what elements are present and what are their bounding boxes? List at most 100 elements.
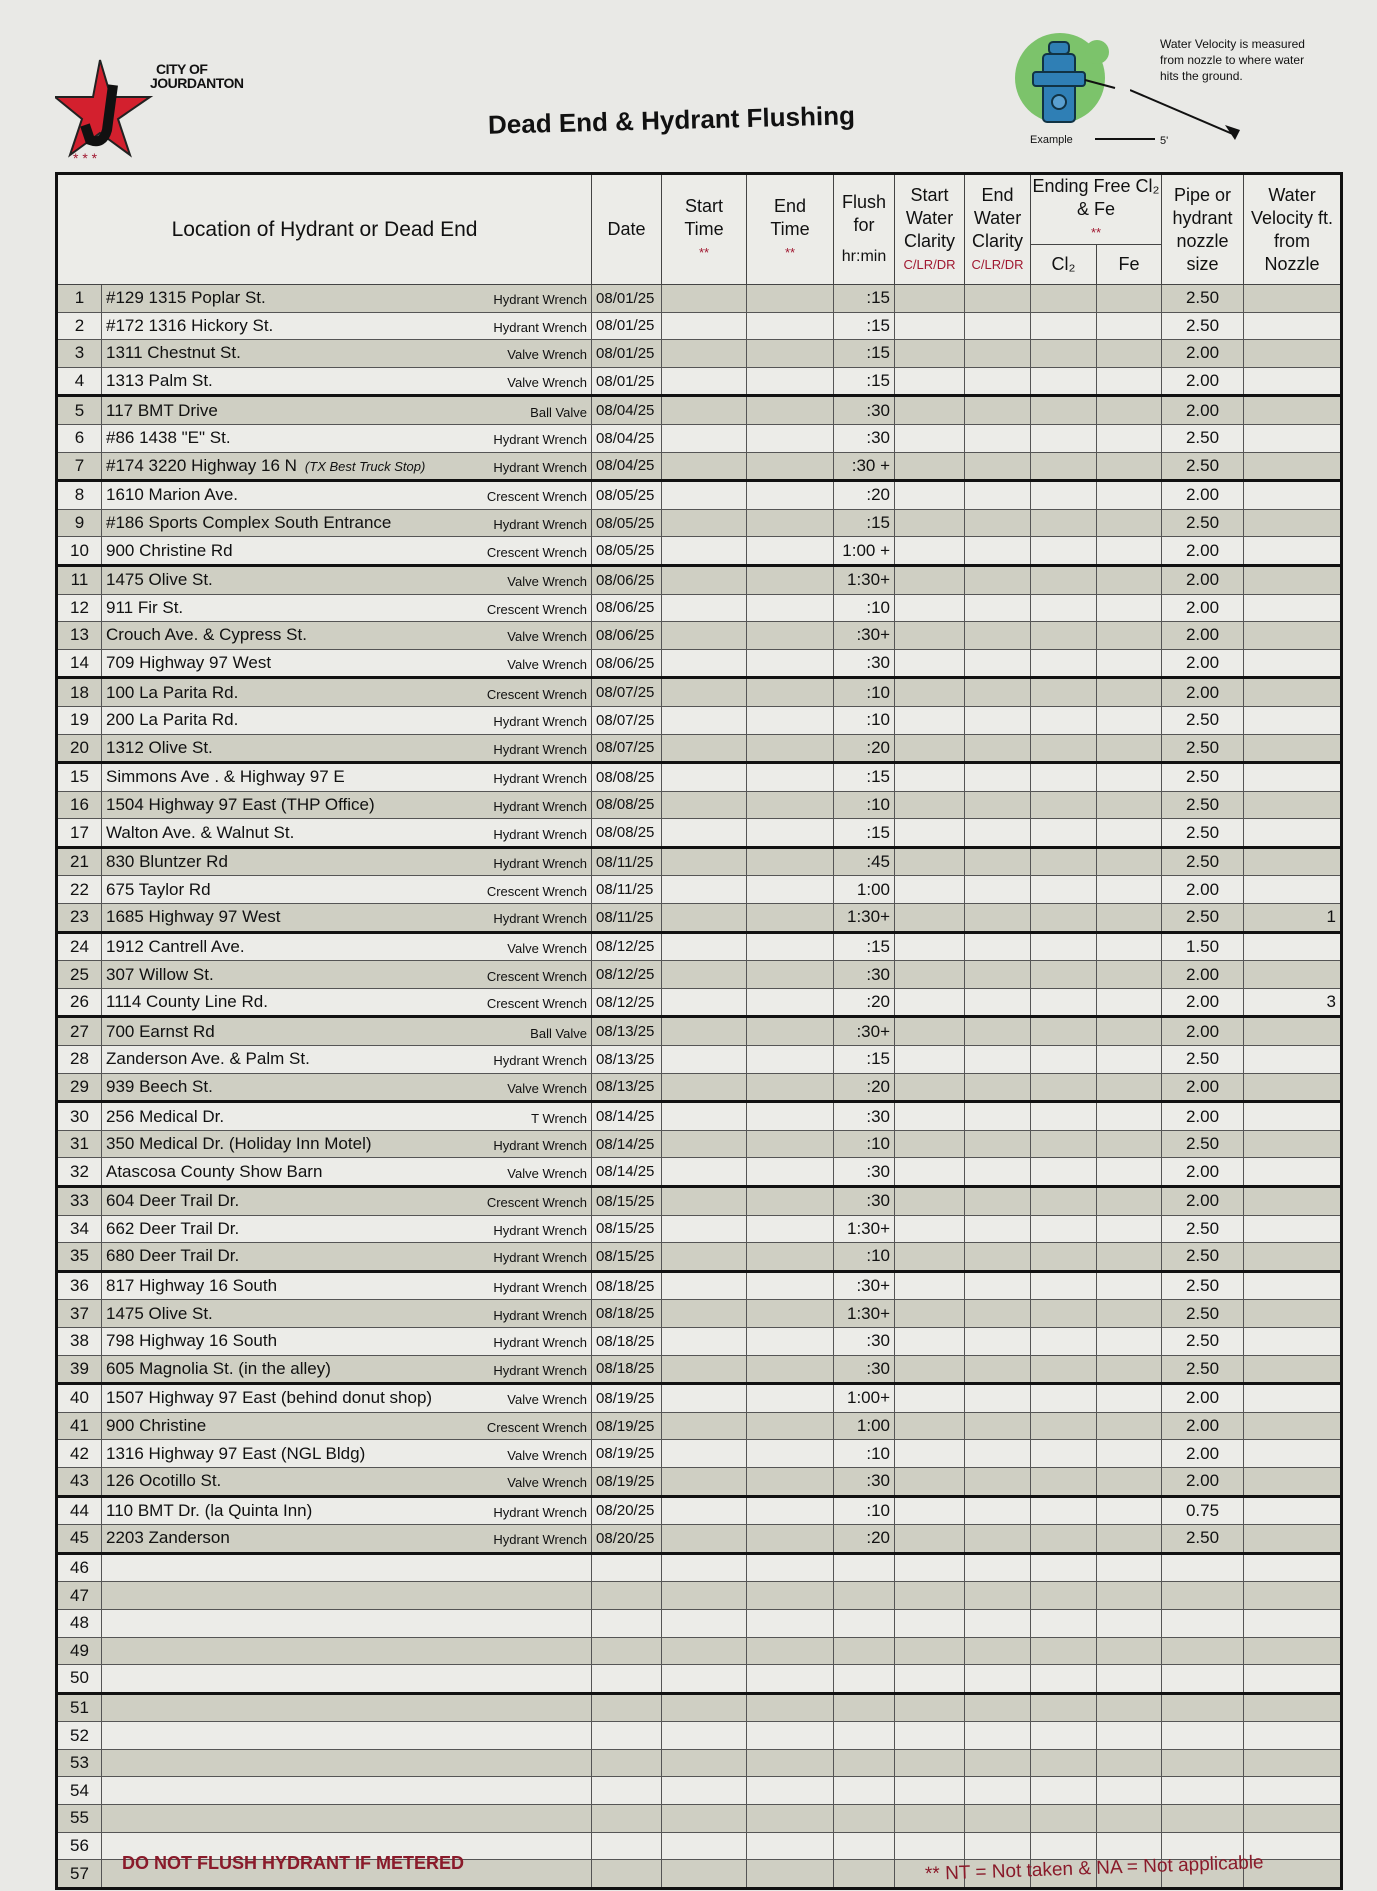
velocity-cell[interactable] <box>1243 1157 1343 1187</box>
flush-duration-cell[interactable]: :30 <box>833 1466 896 1497</box>
end-time-cell[interactable] <box>746 960 835 989</box>
date-cell[interactable]: 08/19/25 <box>591 1466 663 1497</box>
cl2-cell[interactable] <box>1030 339 1098 368</box>
start-clarity-cell[interactable] <box>894 1831 966 1861</box>
cl2-cell[interactable] <box>1030 1242 1098 1272</box>
end-time-cell[interactable] <box>746 1581 835 1610</box>
end-clarity-cell[interactable] <box>964 1326 1032 1356</box>
start-time-cell[interactable] <box>661 790 748 820</box>
cl2-cell[interactable] <box>1030 394 1098 425</box>
start-time-cell[interactable] <box>661 761 748 792</box>
end-clarity-cell[interactable] <box>964 593 1032 623</box>
start-clarity-cell[interactable] <box>894 1382 966 1413</box>
location-cell[interactable]: 1475 Olive St. Valve Wrench <box>100 563 593 595</box>
velocity-cell[interactable] <box>1243 845 1343 877</box>
end-clarity-cell[interactable] <box>964 1748 1032 1778</box>
flush-duration-cell[interactable]: :10 <box>833 790 896 820</box>
pipe-size-cell[interactable] <box>1161 1859 1245 1889</box>
start-time-cell[interactable] <box>661 875 748 905</box>
end-time-cell[interactable] <box>746 705 835 735</box>
fe-cell[interactable] <box>1096 1551 1163 1583</box>
row-number[interactable]: 43 <box>56 1466 102 1497</box>
location-cell[interactable]: 1475 Olive St. Hydrant Wrench <box>100 1299 593 1328</box>
end-time-cell[interactable] <box>746 479 835 510</box>
flush-duration-cell[interactable]: :20 <box>833 479 896 510</box>
cl2-cell[interactable] <box>1030 1045 1098 1074</box>
date-cell[interactable]: 08/14/25 <box>591 1129 663 1159</box>
pipe-size-cell[interactable]: 2.00 <box>1161 1100 1245 1131</box>
date-cell[interactable]: 08/13/25 <box>591 1045 663 1074</box>
start-time-cell[interactable] <box>661 563 748 595</box>
start-clarity-cell[interactable] <box>894 1269 966 1301</box>
start-time-cell[interactable] <box>661 479 748 510</box>
flush-duration-cell[interactable]: :30 <box>833 960 896 989</box>
row-number[interactable]: 24 <box>56 930 102 962</box>
flush-duration-cell[interactable] <box>833 1748 896 1778</box>
end-clarity-cell[interactable] <box>964 1269 1032 1301</box>
start-clarity-cell[interactable] <box>894 1691 966 1723</box>
flush-duration-cell[interactable]: :30 <box>833 1185 896 1216</box>
start-time-cell[interactable] <box>661 1129 748 1159</box>
cl2-cell[interactable] <box>1030 930 1098 962</box>
date-cell[interactable] <box>591 1776 663 1806</box>
flush-duration-cell[interactable] <box>833 1581 896 1610</box>
flush-duration-cell[interactable]: 1:30+ <box>833 563 896 595</box>
end-time-cell[interactable] <box>746 621 835 650</box>
fe-cell[interactable] <box>1096 1100 1163 1131</box>
end-clarity-cell[interactable] <box>964 1015 1032 1047</box>
end-clarity-cell[interactable] <box>964 648 1032 679</box>
end-time-cell[interactable] <box>746 508 835 538</box>
end-clarity-cell[interactable] <box>964 1299 1032 1328</box>
end-clarity-cell[interactable] <box>964 1439 1032 1468</box>
velocity-cell[interactable] <box>1243 284 1343 313</box>
cl2-cell[interactable] <box>1030 733 1098 764</box>
date-cell[interactable]: 08/14/25 <box>591 1100 663 1131</box>
row-number[interactable]: 44 <box>56 1494 102 1526</box>
end-time-cell[interactable] <box>746 1439 835 1468</box>
start-time-cell[interactable] <box>661 1664 748 1694</box>
start-clarity-cell[interactable] <box>894 479 966 510</box>
start-clarity-cell[interactable] <box>894 676 966 707</box>
pipe-size-cell[interactable] <box>1161 1691 1245 1723</box>
flush-duration-cell[interactable]: :20 <box>833 733 896 764</box>
location-cell[interactable] <box>100 1636 593 1666</box>
velocity-cell[interactable]: 3 <box>1243 987 1343 1018</box>
fe-cell[interactable] <box>1096 1804 1163 1833</box>
end-time-cell[interactable] <box>746 648 835 679</box>
location-cell[interactable]: 900 Christine Crescent Wrench <box>100 1411 593 1441</box>
fe-cell[interactable] <box>1096 1214 1163 1244</box>
start-clarity-cell[interactable] <box>894 394 966 425</box>
start-time-cell[interactable] <box>661 621 748 650</box>
flush-duration-cell[interactable]: :30+ <box>833 621 896 650</box>
start-time-cell[interactable] <box>661 1185 748 1216</box>
cl2-cell[interactable] <box>1030 563 1098 595</box>
date-cell[interactable]: 08/18/25 <box>591 1269 663 1301</box>
start-clarity-cell[interactable] <box>894 761 966 792</box>
date-cell[interactable]: 08/12/25 <box>591 930 663 962</box>
velocity-cell[interactable] <box>1243 1551 1343 1583</box>
cl2-cell[interactable] <box>1030 1664 1098 1694</box>
cl2-cell[interactable] <box>1030 987 1098 1018</box>
cl2-cell[interactable] <box>1030 1691 1098 1723</box>
row-number[interactable]: 25 <box>56 960 102 989</box>
end-time-cell[interactable] <box>746 1466 835 1497</box>
row-number[interactable]: 40 <box>56 1382 102 1413</box>
date-cell[interactable]: 08/13/25 <box>591 1072 663 1103</box>
row-number[interactable]: 41 <box>56 1411 102 1441</box>
date-cell[interactable]: 08/05/25 <box>591 508 663 538</box>
velocity-cell[interactable] <box>1243 1581 1343 1610</box>
fe-cell[interactable] <box>1096 1045 1163 1074</box>
velocity-cell[interactable] <box>1243 366 1343 397</box>
cl2-cell[interactable] <box>1030 1581 1098 1610</box>
date-cell[interactable] <box>591 1721 663 1750</box>
location-cell[interactable]: 1504 Highway 97 East (THP Office) Hydrant… <box>100 790 593 820</box>
velocity-cell[interactable] <box>1243 1859 1343 1889</box>
end-clarity-cell[interactable] <box>964 903 1032 933</box>
location-cell[interactable]: Zanderson Ave. & Palm St. Hydrant Wrench <box>100 1045 593 1074</box>
date-cell[interactable]: 08/01/25 <box>591 311 663 341</box>
row-number[interactable]: 26 <box>56 987 102 1018</box>
pipe-size-cell[interactable]: 2.00 <box>1161 987 1245 1018</box>
pipe-size-cell[interactable]: 2.00 <box>1161 648 1245 679</box>
row-number[interactable]: 21 <box>56 845 102 877</box>
cl2-cell[interactable] <box>1030 1466 1098 1497</box>
